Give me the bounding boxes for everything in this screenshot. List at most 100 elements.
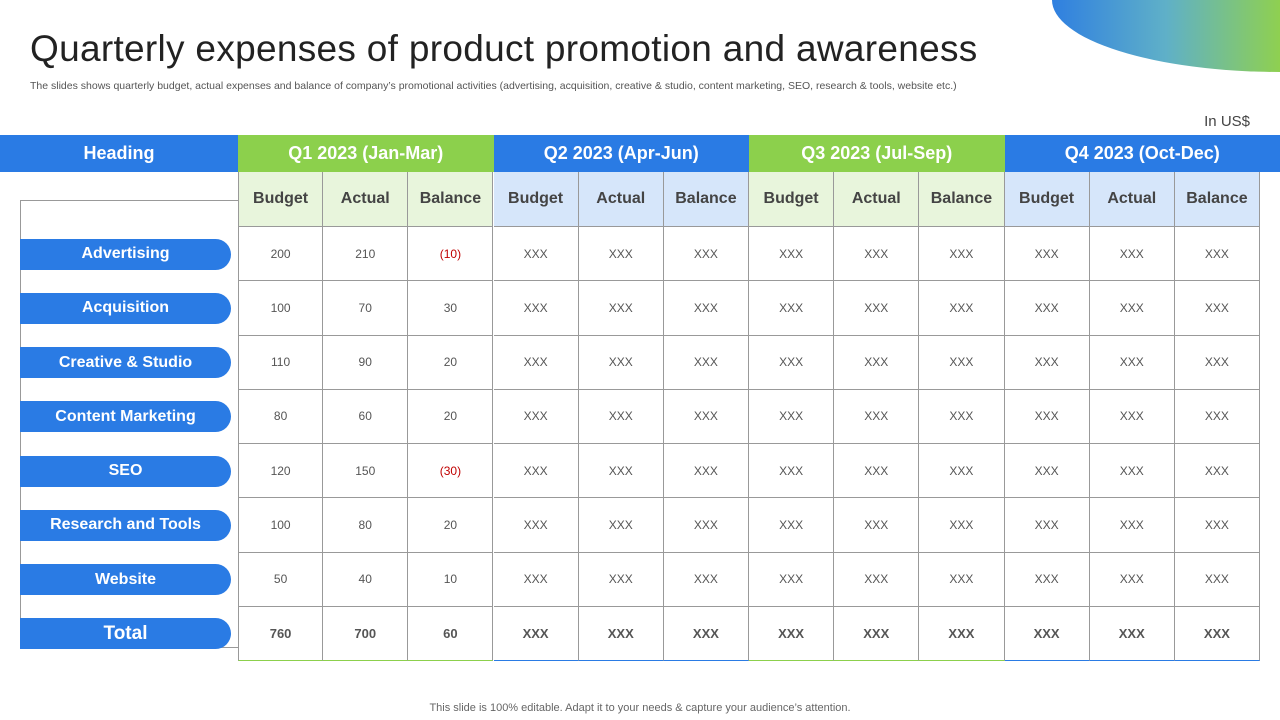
- row-label-creative-studio: Creative & Studio: [20, 347, 231, 379]
- table-cell: XXX: [749, 281, 835, 336]
- table-cell: XXX: [749, 606, 835, 661]
- table-cell: XXX: [493, 281, 579, 336]
- table-cell: XXX: [1004, 335, 1090, 390]
- table-cell: XXX: [834, 498, 920, 553]
- table-cell: XXX: [493, 606, 579, 661]
- table-cell: XXX: [749, 335, 835, 390]
- table-cell: XXX: [1174, 281, 1261, 336]
- subheader-actual: Actual: [1089, 172, 1175, 227]
- table-cell: XXX: [1174, 389, 1261, 444]
- table-cell: 700: [323, 606, 409, 661]
- subheader-budget: Budget: [749, 172, 835, 227]
- table-cell: XXX: [1174, 335, 1261, 390]
- table-cell: XXX: [663, 389, 749, 444]
- table-cell: XXX: [578, 606, 664, 661]
- table-cell: 760: [238, 606, 324, 661]
- table-cell: XXX: [578, 281, 664, 336]
- quarter-header-q2: Q2 2023 (Apr-Jun): [493, 135, 749, 172]
- table-cell: XXX: [1004, 606, 1090, 661]
- table-cell: XXX: [834, 444, 920, 499]
- table-cell: 120: [238, 444, 324, 499]
- page-title: Quarterly expenses of product promotion …: [30, 28, 978, 69]
- table-cell: 150: [323, 444, 409, 499]
- row-label-seo: SEO: [20, 455, 231, 487]
- table-cell: 100: [238, 281, 324, 336]
- table-cell: XXX: [1089, 552, 1175, 607]
- table-cell: XXX: [1089, 227, 1175, 282]
- table-cell: XXX: [1004, 389, 1090, 444]
- table-cell: 20: [408, 498, 494, 553]
- table-cell: XXX: [834, 389, 920, 444]
- table-cell: XXX: [493, 335, 579, 390]
- table-cell: XXX: [493, 552, 579, 607]
- table-cell: 90: [323, 335, 409, 390]
- subheader-budget: Budget: [493, 172, 579, 227]
- table-cell: 110: [238, 335, 324, 390]
- heading-header: Heading: [0, 135, 238, 172]
- table-cell: XXX: [578, 498, 664, 553]
- table-cell: XXX: [1089, 335, 1175, 390]
- table-cell: XXX: [578, 552, 664, 607]
- table-cell: XXX: [493, 444, 579, 499]
- table-cell: 60: [408, 606, 494, 661]
- table-cell: XXX: [1174, 227, 1261, 282]
- quarter-header-q4: Q4 2023 (Oct-Dec): [1004, 135, 1280, 172]
- table-cell: 100: [238, 498, 324, 553]
- page-subtitle: The slides shows quarterly budget, actua…: [30, 80, 957, 92]
- table-cell: XXX: [663, 552, 749, 607]
- table-cell: XXX: [1004, 281, 1090, 336]
- table-cell: 50: [238, 552, 324, 607]
- table-cell: (10): [408, 227, 494, 282]
- table-cell: XXX: [578, 389, 664, 444]
- table-cell: XXX: [493, 498, 579, 553]
- table-cell: 40: [323, 552, 409, 607]
- row-label-acquisition: Acquisition: [20, 292, 231, 324]
- subheader-balance: Balance: [1174, 172, 1261, 227]
- quarter-header-q3: Q3 2023 (Jul-Sep): [749, 135, 1005, 172]
- table-cell: XXX: [834, 281, 920, 336]
- table-cell: XXX: [493, 389, 579, 444]
- table-cell: XXX: [578, 227, 664, 282]
- subheader-balance: Balance: [408, 172, 494, 227]
- subheader-budget: Budget: [238, 172, 324, 227]
- table-cell: XXX: [1089, 606, 1175, 661]
- table-cell: (30): [408, 444, 494, 499]
- table-cell: XXX: [919, 444, 1005, 499]
- subheader-actual: Actual: [834, 172, 920, 227]
- table-cell: XXX: [1174, 606, 1261, 661]
- table-cell: 80: [323, 498, 409, 553]
- table-cell: XXX: [749, 227, 835, 282]
- table-cell: XXX: [1089, 389, 1175, 444]
- table-cell: XXX: [749, 552, 835, 607]
- table-cell: XXX: [1004, 227, 1090, 282]
- table-cell: 30: [408, 281, 494, 336]
- subheader-budget: Budget: [1004, 172, 1090, 227]
- table-cell: 10: [408, 552, 494, 607]
- table-cell: XXX: [1174, 552, 1261, 607]
- row-label-advertising: Advertising: [20, 238, 231, 270]
- table-cell: XXX: [749, 389, 835, 444]
- table-cell: XXX: [919, 335, 1005, 390]
- table-cell: XXX: [578, 335, 664, 390]
- table-cell: XXX: [1004, 552, 1090, 607]
- currency-unit: In US$: [1204, 113, 1250, 130]
- table-cell: 70: [323, 281, 409, 336]
- table-cell: XXX: [749, 444, 835, 499]
- table-cell: XXX: [749, 498, 835, 553]
- subheader-balance: Balance: [663, 172, 749, 227]
- table-cell: 20: [408, 335, 494, 390]
- table-cell: XXX: [1174, 444, 1261, 499]
- subheader-actual: Actual: [578, 172, 664, 227]
- subheader-actual: Actual: [323, 172, 409, 227]
- subheader-balance: Balance: [919, 172, 1005, 227]
- table-cell: 20: [408, 389, 494, 444]
- table-cell: XXX: [1004, 444, 1090, 499]
- table-cell: 200: [238, 227, 324, 282]
- table-cell: 60: [323, 389, 409, 444]
- table-cell: XXX: [1174, 498, 1261, 553]
- table-cell: XXX: [493, 227, 579, 282]
- row-label-website: Website: [20, 564, 231, 596]
- table-cell: XXX: [834, 606, 920, 661]
- table-cell: XXX: [1089, 498, 1175, 553]
- table-cell: XXX: [834, 335, 920, 390]
